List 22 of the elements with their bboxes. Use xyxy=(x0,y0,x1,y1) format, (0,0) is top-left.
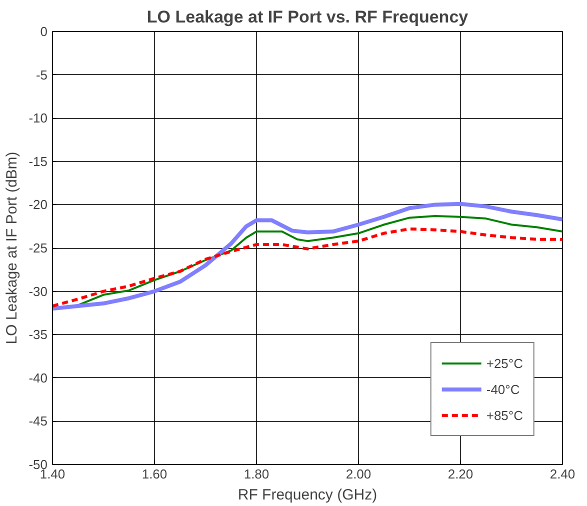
x-tick-label: 2.00 xyxy=(346,466,372,482)
y-tick-label: -5 xyxy=(36,67,48,82)
x-tick-label: 1.80 xyxy=(244,466,270,482)
y-tick-label: -35 xyxy=(28,327,48,342)
y-tick-label: -40 xyxy=(28,370,48,386)
y-tick-label: 0 xyxy=(40,24,48,39)
y-tick-label: -10 xyxy=(28,110,48,126)
legend-label: +25°C xyxy=(486,356,523,370)
line-series xyxy=(52,227,562,308)
x-axis-title: RF Frequency (GHz) xyxy=(238,486,378,504)
y-tick-label: -25 xyxy=(28,240,48,256)
y-tick-label: -20 xyxy=(28,197,48,212)
chart-title: LO Leakage at IF Port vs. RF Frequency xyxy=(146,8,469,26)
legend-label: +85°C xyxy=(486,408,523,422)
legend-label: -40°C xyxy=(486,382,520,396)
y-tick-label: -45 xyxy=(28,414,48,429)
x-tick-label: 2.40 xyxy=(550,466,576,482)
x-tick-label: 1.60 xyxy=(142,466,168,482)
y-tick-label: -30 xyxy=(28,284,48,299)
y-tick-label: -15 xyxy=(28,154,48,169)
x-tick-label: 2.20 xyxy=(448,466,474,482)
y-axis-title: LO Leakage at IF Port (dBm) xyxy=(4,152,21,344)
